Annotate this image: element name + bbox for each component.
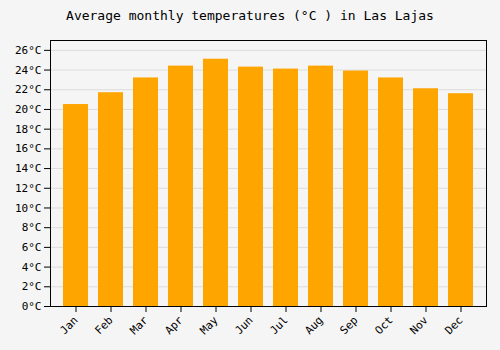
svg-text:Mar: Mar bbox=[127, 313, 151, 337]
svg-text:20°C: 20°C bbox=[15, 103, 42, 116]
svg-text:Aug: Aug bbox=[302, 314, 325, 337]
svg-text:10°C: 10°C bbox=[15, 202, 42, 215]
svg-text:Jul: Jul bbox=[267, 314, 290, 337]
svg-text:8°C: 8°C bbox=[22, 221, 42, 234]
html-text:Average monthly temperatures (: Average monthly temperatures (°C ) in La… bbox=[66, 8, 434, 23]
svg-text:4°C: 4°C bbox=[22, 261, 42, 274]
svg-text:6°C: 6°C bbox=[22, 241, 42, 254]
svg-text:12°C: 12°C bbox=[15, 182, 42, 195]
svg-text:May: May bbox=[197, 313, 221, 337]
svg-text:2°C: 2°C bbox=[22, 280, 42, 293]
svg-text:Oct: Oct bbox=[372, 314, 395, 337]
svg-text:Nov: Nov bbox=[407, 313, 431, 337]
svg-text:Sep: Sep bbox=[337, 314, 360, 337]
svg-text:26°C: 26°C bbox=[15, 44, 42, 57]
svg-text:Dec: Dec bbox=[442, 314, 465, 337]
svg-text:14°C: 14°C bbox=[15, 162, 42, 175]
svg-text:18°C: 18°C bbox=[15, 123, 42, 136]
svg-text:22°C: 22°C bbox=[15, 83, 42, 96]
svg-text:16°C: 16°C bbox=[15, 142, 42, 155]
svg-text:0°C: 0°C bbox=[22, 300, 42, 313]
svg-text:Apr: Apr bbox=[162, 313, 186, 337]
svg-text:24°C: 24°C bbox=[15, 64, 42, 77]
svg-text:Jan: Jan bbox=[57, 314, 80, 337]
svg-text:Jun: Jun bbox=[232, 314, 255, 337]
svg-text:Feb: Feb bbox=[92, 314, 115, 337]
